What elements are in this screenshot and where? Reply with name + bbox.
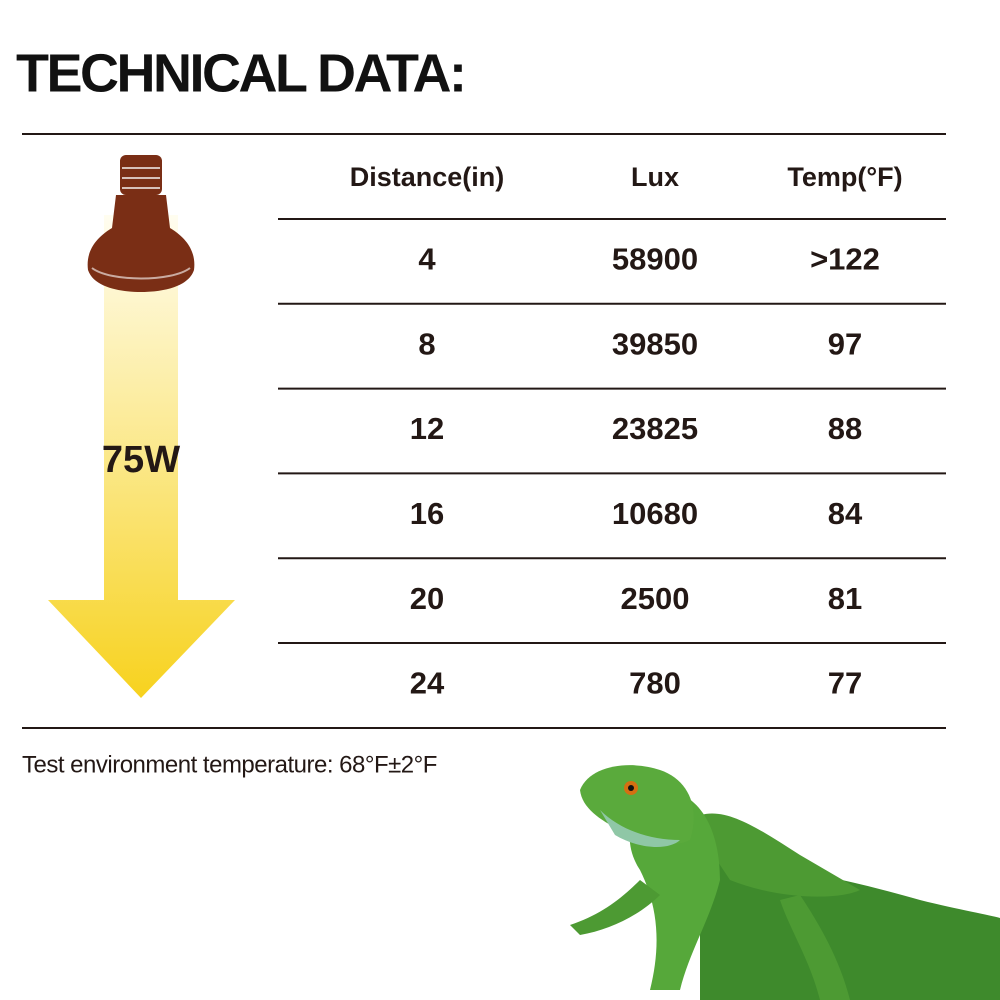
table-cell: 39850 [612, 326, 698, 361]
page-title: TECHNICAL DATA: [16, 43, 464, 103]
table-cell: 780 [629, 666, 681, 701]
table-cell: 12 [410, 411, 444, 446]
footnote: Test environment temperature: 68°F±2°F [22, 751, 437, 778]
table-cell: 8 [418, 326, 435, 361]
table-cell: 20 [410, 581, 444, 616]
table-cell: >122 [810, 242, 880, 277]
table-cell: 58900 [612, 242, 698, 277]
beam-arrow [48, 215, 235, 698]
column-header: Lux [631, 162, 679, 192]
table-cell: 4 [418, 242, 436, 277]
wattage-label: 75W [102, 439, 180, 481]
table-cell: 23825 [612, 411, 698, 446]
table-cell: 24 [410, 666, 445, 701]
table-cell: 97 [828, 326, 862, 361]
bulb-icon [87, 155, 195, 292]
table-cell: 84 [828, 496, 863, 531]
table-cell: 88 [828, 411, 862, 446]
table-cell: 81 [828, 581, 862, 616]
lizard-illustration [570, 765, 1000, 1000]
column-header: Temp(°F) [787, 162, 902, 192]
table-cell: 2500 [621, 581, 690, 616]
table-cell: 16 [410, 496, 444, 531]
column-header: Distance(in) [350, 162, 505, 192]
table-cell: 10680 [612, 496, 698, 531]
table-cell: 77 [828, 666, 862, 701]
